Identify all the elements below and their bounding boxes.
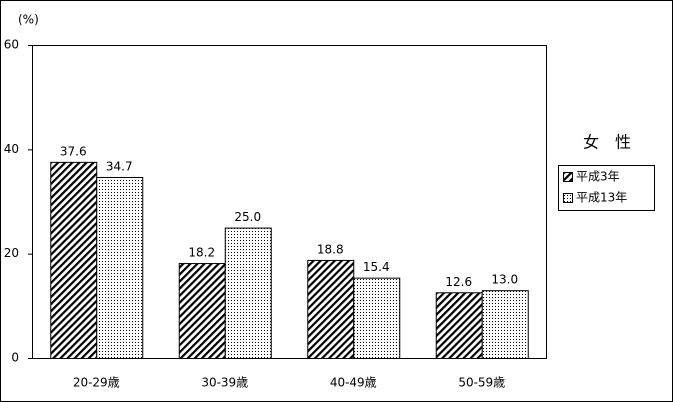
y-tick-label: 60: [4, 38, 19, 52]
y-tick-label: 20: [4, 246, 19, 260]
value-label: 18.2: [188, 246, 215, 260]
bar: [50, 161, 98, 359]
bar: [481, 290, 529, 359]
bar: [435, 292, 483, 359]
bar: [224, 227, 272, 359]
bar: [178, 263, 226, 360]
value-label: 25.0: [234, 210, 261, 224]
bar: [353, 277, 401, 359]
y-tick-label: 40: [4, 142, 19, 156]
y-tick-label: 0: [11, 351, 19, 365]
value-label: 18.8: [317, 242, 344, 256]
x-tick-label: 40-49歳: [330, 376, 377, 390]
plot-area: [32, 45, 547, 359]
legend-label: 平成3年: [576, 170, 620, 184]
value-label: 12.6: [445, 275, 472, 289]
legend-swatch: [563, 172, 573, 182]
x-tick-label: 20-29歳: [73, 376, 120, 390]
x-tick-label: 50-59歳: [458, 376, 505, 390]
x-tick-label: 30-39歳: [201, 376, 248, 390]
value-label: 37.6: [60, 144, 87, 158]
bar: [307, 259, 355, 359]
value-label: 13.0: [491, 273, 518, 287]
legend-title: 女 性: [583, 133, 631, 152]
legend-label: 平成13年: [576, 191, 627, 205]
legend-swatch: [563, 193, 573, 203]
value-label: 15.4: [363, 260, 390, 274]
bar: [96, 176, 144, 359]
y-axis-label: (%): [18, 13, 39, 27]
legend-box: [558, 165, 655, 211]
value-label: 34.7: [106, 159, 133, 173]
